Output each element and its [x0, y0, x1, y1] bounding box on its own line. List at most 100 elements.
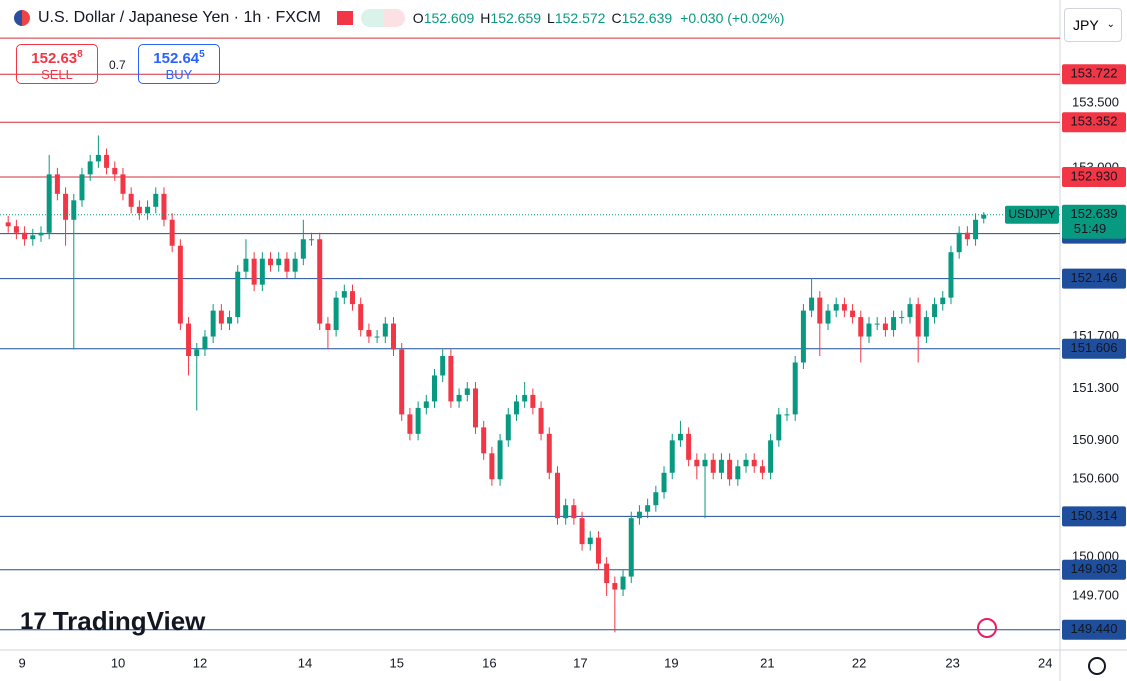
candle-body: [309, 239, 315, 241]
candle-body: [399, 349, 405, 415]
candle-body: [628, 518, 634, 577]
candle-body: [317, 239, 323, 324]
lightning-icon[interactable]: [977, 618, 997, 638]
x-tick-label: 24: [1038, 655, 1052, 670]
support-label-bg: [1062, 338, 1126, 359]
candle-body: [423, 401, 429, 408]
buy-price-main: 152.64: [153, 50, 200, 67]
settings-icon[interactable]: [1088, 657, 1106, 675]
sell-pip: 8: [77, 49, 83, 60]
candle-body: [595, 537, 601, 564]
candle-body: [276, 258, 282, 266]
candle-body: [554, 472, 560, 519]
candle-body: [743, 459, 749, 467]
buy-label: BUY: [165, 67, 193, 82]
toggle-icons[interactable]: [360, 9, 405, 27]
y-tick-label: 149.700: [1072, 587, 1119, 602]
candle-body: [30, 235, 36, 240]
ohlc-key: H: [480, 10, 491, 26]
candle-body: [22, 232, 28, 240]
currency-dropdown[interactable]: JPY ⌄: [1064, 8, 1122, 42]
candle-body: [218, 310, 224, 324]
support-label: 149.903: [1071, 561, 1118, 576]
candle-body: [341, 291, 347, 298]
candle-body: [522, 394, 528, 402]
candle-body: [964, 232, 970, 240]
candle-body: [694, 459, 700, 467]
x-tick-label: 14: [298, 655, 312, 670]
candle-body: [202, 336, 208, 350]
candle-body: [948, 252, 954, 298]
ohlc: O152.609 H152.659 L152.572 C152.639: [413, 10, 672, 26]
support-label: 152.146: [1071, 270, 1118, 285]
y-tick-label: 151.300: [1072, 380, 1119, 395]
candle-body: [587, 537, 593, 545]
candle-body: [153, 193, 159, 207]
ohlc-key: O: [412, 10, 424, 26]
candle-body: [120, 174, 126, 194]
candle-body: [866, 323, 872, 337]
y-tick-label: 150.600: [1072, 471, 1119, 486]
currency: JPY: [1073, 17, 1099, 33]
alert-icon[interactable]: [336, 11, 353, 25]
sell-button[interactable]: 152.638 SELL: [16, 44, 98, 84]
candle-body: [464, 388, 470, 395]
countdown: 51:49: [1074, 221, 1107, 236]
candle-body: [235, 271, 241, 318]
resistance-label: 153.722: [1071, 66, 1118, 81]
candle-body: [702, 459, 708, 467]
candle-body: [472, 388, 478, 428]
resistance-label: 153.352: [1071, 114, 1118, 129]
ohlc-item: C152.639: [611, 10, 672, 26]
support-label-bg: [1062, 559, 1126, 580]
candle-body: [784, 414, 790, 416]
candle-body: [718, 459, 724, 473]
candle-body: [973, 219, 979, 240]
symbol-label-bg: [1005, 205, 1059, 224]
candle-body: [538, 407, 544, 434]
candle-body: [169, 219, 175, 246]
candle-body: [571, 505, 577, 519]
candle-body: [382, 323, 388, 337]
x-tick-label: 17: [573, 655, 587, 670]
ohlc-value: 152.609: [423, 10, 475, 26]
candle-body: [653, 492, 659, 506]
candle-body: [415, 407, 421, 434]
candle-body: [177, 245, 183, 324]
candle-body: [497, 440, 503, 480]
candle-body: [776, 414, 782, 441]
x-tick-label: 16: [482, 655, 496, 670]
support-label: 150.314: [1071, 508, 1118, 523]
candle-body: [13, 226, 19, 233]
resistance-label-bg: [1062, 166, 1126, 187]
resistance-label-bg: [1062, 64, 1126, 85]
sell-price: 152.638: [17, 49, 97, 67]
candle-body: [325, 323, 331, 331]
candle-body: [333, 297, 339, 331]
candle-body: [5, 222, 11, 227]
ohlc-item: L152.572: [547, 10, 605, 26]
candle-body: [932, 304, 938, 318]
price-label-bg: [1062, 204, 1126, 239]
resistance-label: 152.930: [1071, 168, 1118, 183]
candle-body: [54, 174, 60, 194]
sell-price-main: 152.63: [31, 50, 78, 67]
candle-body: [735, 466, 741, 480]
candle-body: [194, 349, 200, 357]
candle-body: [686, 433, 692, 460]
candle-body: [46, 174, 52, 233]
candle-body: [727, 459, 733, 480]
ohlc-key: C: [611, 10, 622, 26]
candle-body: [636, 511, 642, 519]
candle-body: [620, 576, 626, 590]
x-tick-label: 12: [193, 655, 207, 670]
candle-body: [563, 505, 569, 519]
ohlc-value: 152.659: [490, 10, 542, 26]
candle-body: [186, 323, 192, 357]
buy-button[interactable]: 152.645 BUY: [138, 44, 220, 84]
x-tick-label: 19: [664, 655, 678, 670]
candle-body: [956, 232, 962, 253]
candle-body: [858, 317, 864, 337]
candle-body: [456, 394, 462, 402]
